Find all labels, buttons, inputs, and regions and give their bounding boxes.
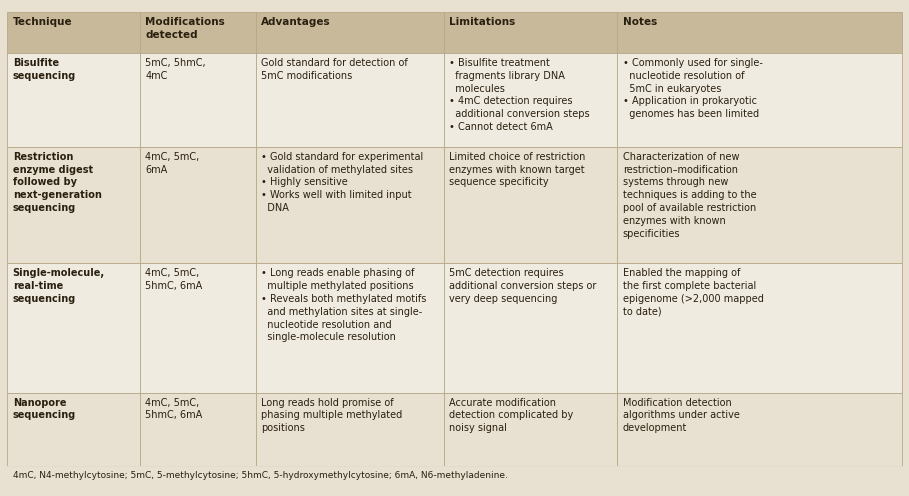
- Text: • Long reads enable phasing of
  multiple methylated positions
• Reveals both me: • Long reads enable phasing of multiple …: [262, 268, 426, 342]
- Text: Long reads hold promise of
phasing multiple methylated
positions: Long reads hold promise of phasing multi…: [262, 398, 403, 434]
- Bar: [444, 147, 617, 263]
- Bar: [7, 53, 140, 147]
- Text: • Gold standard for experimental
  validation of methylated sites
• Highly sensi: • Gold standard for experimental validat…: [262, 152, 424, 213]
- Bar: [256, 53, 444, 147]
- Text: 4mC, 5mC,
6mA: 4mC, 5mC, 6mA: [145, 152, 199, 175]
- Text: Technique: Technique: [13, 17, 73, 27]
- Text: Advantages: Advantages: [262, 17, 331, 27]
- Text: Gold standard for detection of
5mC modifications: Gold standard for detection of 5mC modif…: [262, 58, 408, 81]
- Text: • Commonly used for single-
  nucleotide resolution of
  5mC in eukaryotes
• App: • Commonly used for single- nucleotide r…: [623, 58, 763, 119]
- Text: Modification detection
algorithms under active
development: Modification detection algorithms under …: [623, 398, 740, 434]
- Text: Bisulfite
sequencing: Bisulfite sequencing: [13, 58, 76, 81]
- Text: Nanopore
sequencing: Nanopore sequencing: [13, 398, 76, 421]
- Bar: [256, 12, 444, 53]
- Bar: [140, 147, 256, 263]
- Bar: [140, 53, 256, 147]
- Text: Enabled the mapping of
the first complete bacterial
epigenome (>2,000 mapped
to : Enabled the mapping of the first complet…: [623, 268, 764, 317]
- Bar: [444, 53, 617, 147]
- Bar: [444, 263, 617, 393]
- Text: Single-molecule,
real-time
sequencing: Single-molecule, real-time sequencing: [13, 268, 105, 304]
- Bar: [7, 393, 140, 466]
- Bar: [256, 147, 444, 263]
- Bar: [617, 147, 902, 263]
- Text: • Bisulfite treatment
  fragments library DNA
  molecules
• 4mC detection requir: • Bisulfite treatment fragments library …: [449, 58, 590, 132]
- Bar: [617, 263, 902, 393]
- Text: 4mC, 5mC,
5hmC, 6mA: 4mC, 5mC, 5hmC, 6mA: [145, 268, 203, 291]
- Bar: [617, 53, 902, 147]
- Bar: [617, 12, 902, 53]
- Bar: [140, 263, 256, 393]
- Text: Notes: Notes: [623, 17, 657, 27]
- Bar: [256, 393, 444, 466]
- Text: Accurate modification
detection complicated by
noisy signal: Accurate modification detection complica…: [449, 398, 574, 434]
- Bar: [7, 263, 140, 393]
- Bar: [444, 12, 617, 53]
- Text: Characterization of new
restriction–modification
systems through new
techniques : Characterization of new restriction–modi…: [623, 152, 756, 239]
- Bar: [7, 147, 140, 263]
- Text: 4mC, 5mC,
5hmC, 6mA: 4mC, 5mC, 5hmC, 6mA: [145, 398, 203, 421]
- Bar: [140, 12, 256, 53]
- Bar: [7, 466, 902, 496]
- Text: Modifications
detected: Modifications detected: [145, 17, 225, 40]
- Text: 5mC detection requires
additional conversion steps or
very deep sequencing: 5mC detection requires additional conver…: [449, 268, 596, 304]
- Text: Limitations: Limitations: [449, 17, 515, 27]
- Text: Restriction
enzyme digest
followed by
next-generation
sequencing: Restriction enzyme digest followed by ne…: [13, 152, 102, 213]
- Text: Limited choice of restriction
enzymes with known target
sequence specificity: Limited choice of restriction enzymes wi…: [449, 152, 585, 187]
- Bar: [140, 393, 256, 466]
- Bar: [256, 263, 444, 393]
- Bar: [7, 12, 140, 53]
- Bar: [444, 393, 617, 466]
- Text: 4mC, N4-methylcytosine; 5mC, 5-methylcytosine; 5hmC, 5-hydroxymethylcytosine; 6m: 4mC, N4-methylcytosine; 5mC, 5-methylcyt…: [13, 471, 507, 480]
- Text: 5mC, 5hmC,
4mC: 5mC, 5hmC, 4mC: [145, 58, 205, 81]
- Bar: [617, 393, 902, 466]
